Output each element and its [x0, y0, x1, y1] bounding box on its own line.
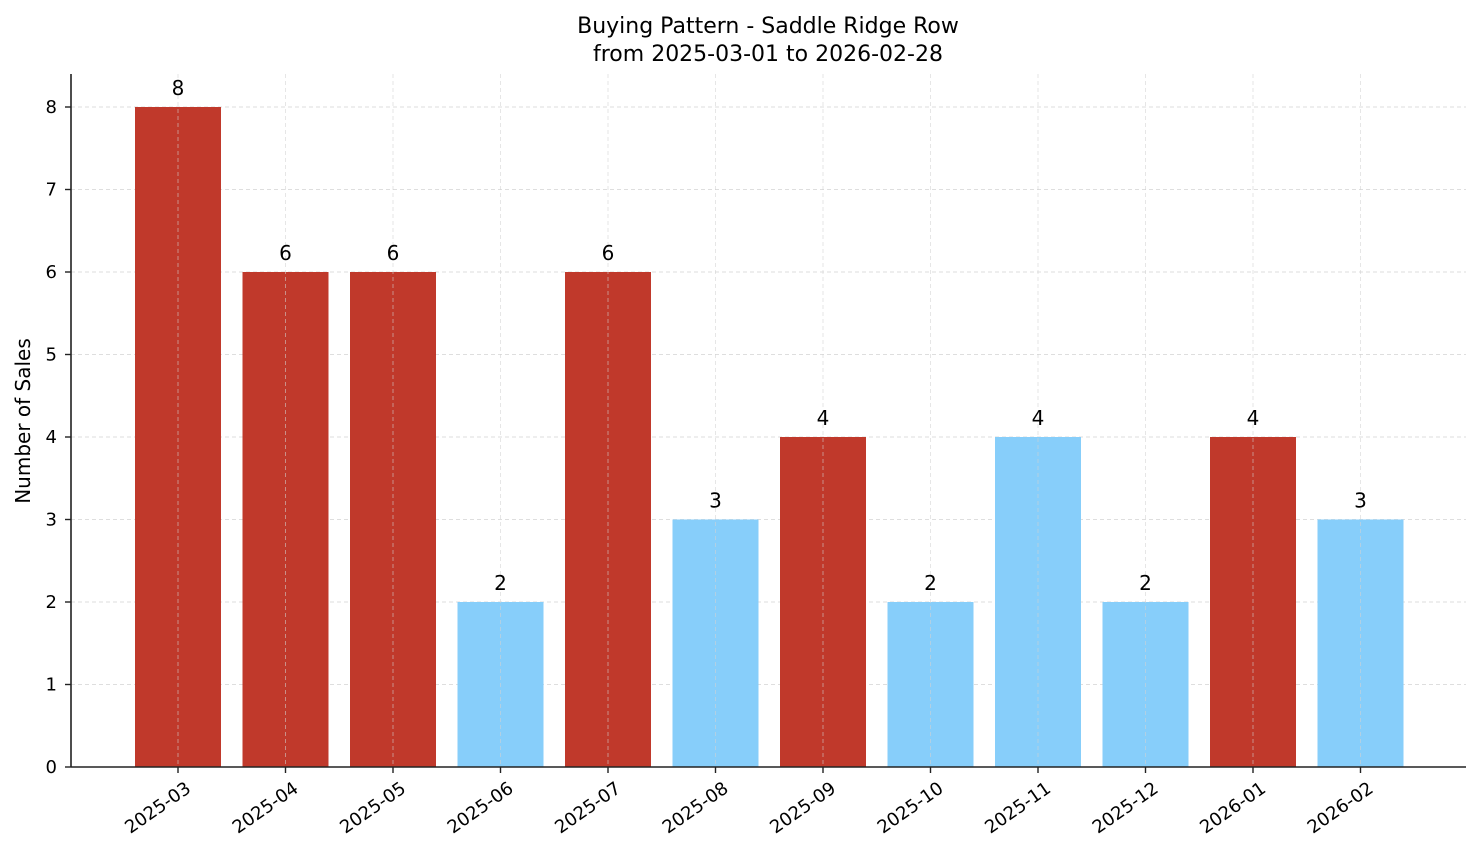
bar-value-label: 3 [709, 489, 722, 513]
vertical-gridlines [177, 74, 1361, 767]
x-tick-label: 2025-11 [981, 778, 1055, 838]
x-tick-label: 2025-03 [121, 778, 195, 838]
bar-value-label: 2 [924, 571, 937, 595]
y-tick-label: 2 [46, 592, 57, 613]
bar-value-label: 4 [1247, 406, 1260, 430]
y-tick-label: 8 [46, 97, 57, 118]
x-tick-label: 2025-08 [659, 778, 733, 838]
bar-value-label: 3 [1354, 489, 1367, 513]
chart-title: Buying Pattern - Saddle Ridge Row [577, 14, 959, 39]
bar-value-label: 2 [494, 571, 507, 595]
bar-value-label: 8 [172, 76, 185, 100]
bar-value-label: 6 [602, 241, 615, 265]
x-tick-label: 2025-04 [229, 778, 303, 838]
bar-value-label: 6 [387, 241, 400, 265]
y-tick-label: 6 [46, 262, 57, 283]
y-tick-label: 0 [46, 757, 57, 778]
x-tick-label: 2025-06 [444, 778, 518, 838]
bar-value-label: 4 [817, 406, 830, 430]
x-tick-label: 2025-05 [336, 778, 410, 838]
bar-value-label: 4 [1032, 406, 1045, 430]
bar-value-label: 6 [279, 241, 292, 265]
x-tick-label: 2025-07 [551, 778, 625, 838]
y-tick-label: 3 [46, 510, 57, 531]
y-tick-label: 4 [46, 427, 57, 448]
x-tick-label: 2025-10 [874, 778, 948, 838]
y-tick-label: 7 [46, 180, 57, 201]
x-tick-label: 2025-12 [1089, 778, 1163, 838]
y-axis-label: Number of Sales [11, 338, 35, 504]
y-tick-label: 1 [46, 675, 57, 696]
data-labels: 8 6 6 2 6 3 4 2 4 2 4 3 [172, 76, 1367, 595]
x-tick-label: 2026-02 [1304, 778, 1378, 838]
x-tick-label: 2026-01 [1196, 778, 1270, 838]
x-ticks: 2025-03 2025-04 2025-05 2025-06 2025-07 2025-… [121, 767, 1377, 838]
bars [135, 107, 1404, 767]
x-tick-label: 2025-09 [766, 778, 840, 838]
bar-value-label: 2 [1139, 571, 1152, 595]
bar-2025-03 [135, 107, 221, 767]
y-tick-label: 5 [46, 345, 57, 366]
chart-subtitle: from 2025-03-01 to 2026-02-28 [593, 42, 943, 67]
y-ticks: 0 1 2 3 4 5 6 7 8 [46, 97, 71, 778]
